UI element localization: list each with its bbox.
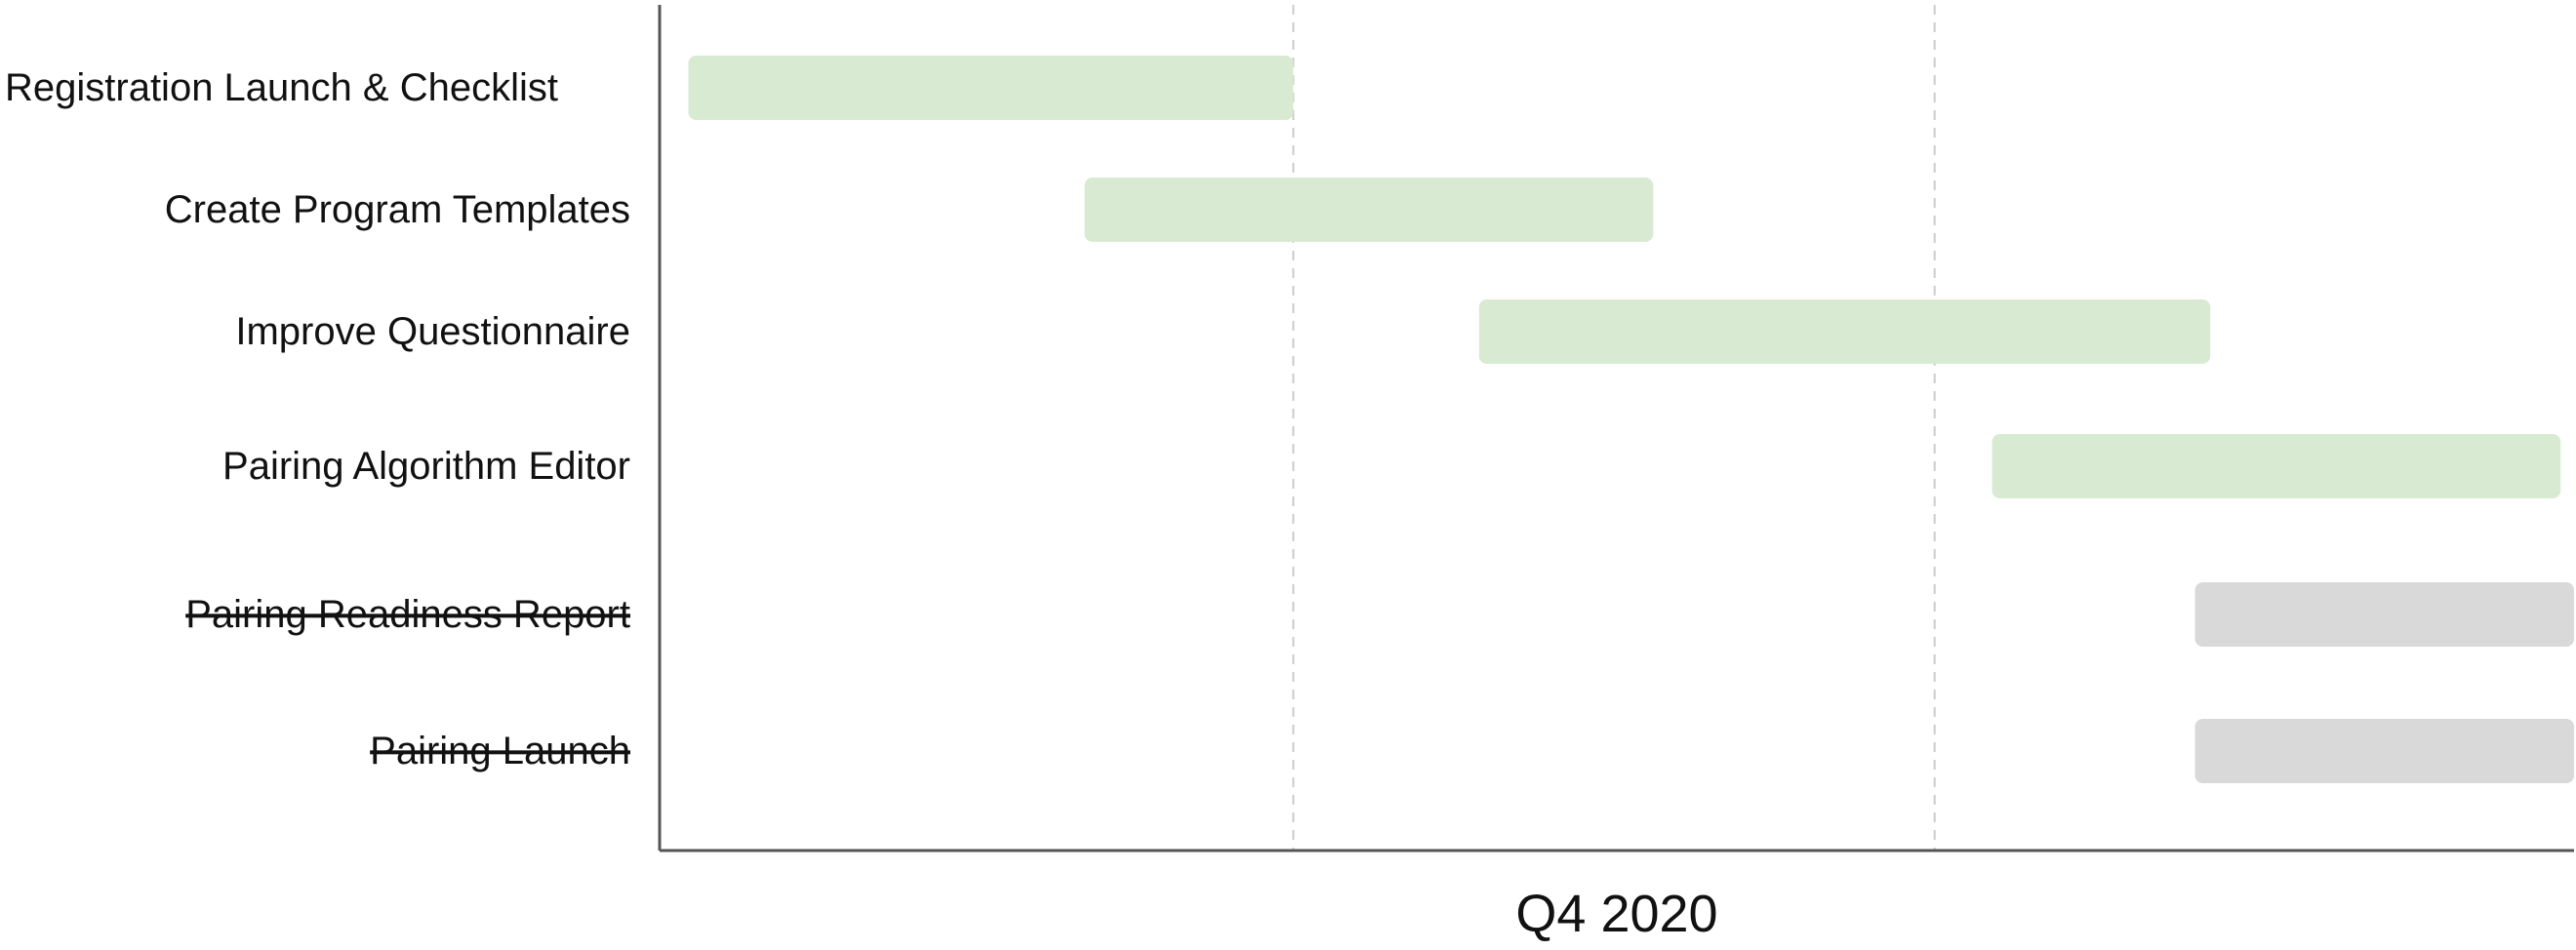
task-bar xyxy=(1992,434,2561,498)
task-bar xyxy=(688,56,1294,120)
task-bar xyxy=(1478,299,2211,364)
x-axis-title: Q4 2020 xyxy=(1515,885,1717,943)
gridlines xyxy=(1292,5,1936,851)
task-label: Registration Launch & Checklist xyxy=(5,66,558,109)
task-bar xyxy=(2194,719,2574,783)
task-label: Pairing Launch xyxy=(370,730,630,772)
task-bar xyxy=(2194,582,2574,647)
task-label: Improve Questionnaire xyxy=(235,310,630,353)
task-label: Pairing Algorithm Editor xyxy=(222,445,630,488)
task-labels: Registration Launch & Checklist Create Pr… xyxy=(5,66,630,772)
task-bar xyxy=(1084,178,1654,242)
task-label: Pairing Readiness Report xyxy=(185,593,630,636)
task-label: Create Program Templates xyxy=(165,188,630,231)
task-bars xyxy=(688,56,2574,783)
